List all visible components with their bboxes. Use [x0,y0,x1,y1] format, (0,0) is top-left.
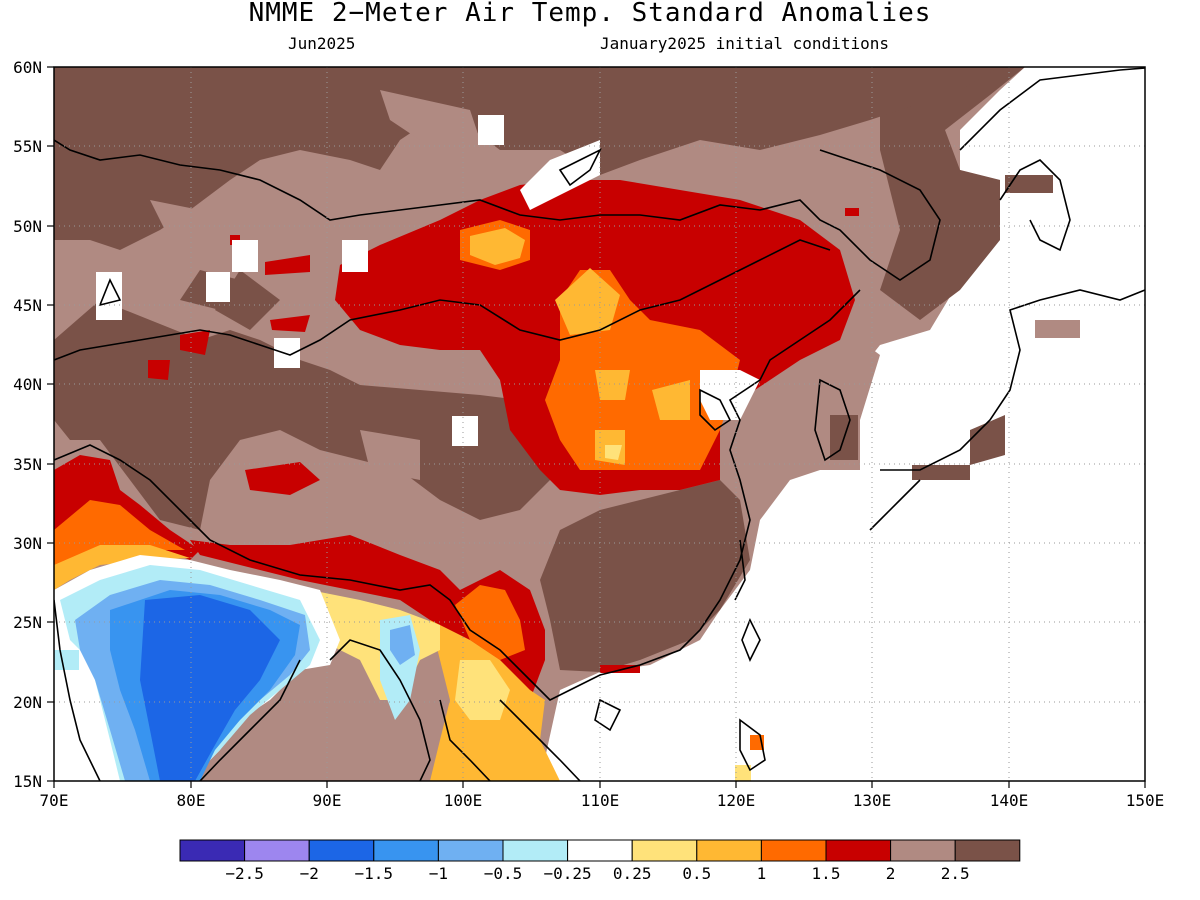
colorbar-tick-label: −1 [429,864,448,883]
lat-label: 55N [13,137,42,156]
colorbar-swatch [825,839,892,862]
lon-label: 120E [717,791,756,810]
anomaly-field [54,67,1145,781]
lon-label: 150E [1126,791,1165,810]
colorbar: −2.5 −2 −1.5 −1 −0.5 −0.25 0.25 0.5 1 1.5 2 2.5 [179,839,1021,883]
longitude-labels: 70E 80E 90E 100E 110E 120E 130E 140E 150… [40,791,1165,810]
colorbar-swatch [437,839,504,862]
colorbar-tick-label: 2.5 [941,864,970,883]
coastlines [54,67,1145,781]
colorbar-swatch [567,839,633,862]
lon-label: 130E [853,791,892,810]
colorbar-swatch [696,839,762,862]
colorbar-tick-label: 2 [886,864,896,883]
graticule [54,67,1145,781]
map-title: NMME 2−Meter Air Temp. Standard Anomalie… [248,0,932,28]
colorbar-tick-label: 1 [757,864,767,883]
lat-label: 60N [13,58,42,77]
lon-label: 100E [444,791,483,810]
lat-label: 40N [13,375,42,394]
colorbar-swatch [373,839,439,862]
colorbar-tick-label: 0.25 [613,864,652,883]
colorbar-tick-label: −0.5 [484,864,523,883]
colorbar-swatch [179,839,246,862]
lat-label: 30N [13,534,42,553]
lon-label: 80E [177,791,206,810]
colorbar-tick-label: −1.5 [355,864,394,883]
initial-conditions: January2025 initial conditions [600,34,889,53]
lon-label: 70E [40,791,69,810]
colorbar-swatch [502,839,569,862]
colorbar-swatch [244,839,310,862]
lat-label: 45N [13,296,42,315]
lat-label: 50N [13,217,42,236]
lat-label: 15N [13,772,42,791]
colorbar-swatch [631,839,698,862]
colorbar-swatch [954,839,1021,862]
forecast-month: Jun2025 [288,34,356,53]
colorbar-tick-label: 0.5 [682,864,711,883]
lon-label: 140E [990,791,1029,810]
lon-label: 110E [581,791,620,810]
colorbar-tick-label: −2.5 [225,864,264,883]
colorbar-swatch [890,839,956,862]
lon-label: 90E [313,791,342,810]
colorbar-swatch [760,839,827,862]
colorbar-tick-label: −2 [300,864,319,883]
colorbar-swatch [308,839,375,862]
lat-label: 35N [13,455,42,474]
lat-label: 20N [13,693,42,712]
latitude-labels: 60N 55N 50N 45N 40N 35N 30N 25N 20N 15N [13,58,42,791]
colorbar-tick-label: 1.5 [812,864,841,883]
axis-ticks [47,66,1146,788]
lat-label: 25N [13,613,42,632]
colorbar-tick-label: −0.25 [544,864,592,883]
